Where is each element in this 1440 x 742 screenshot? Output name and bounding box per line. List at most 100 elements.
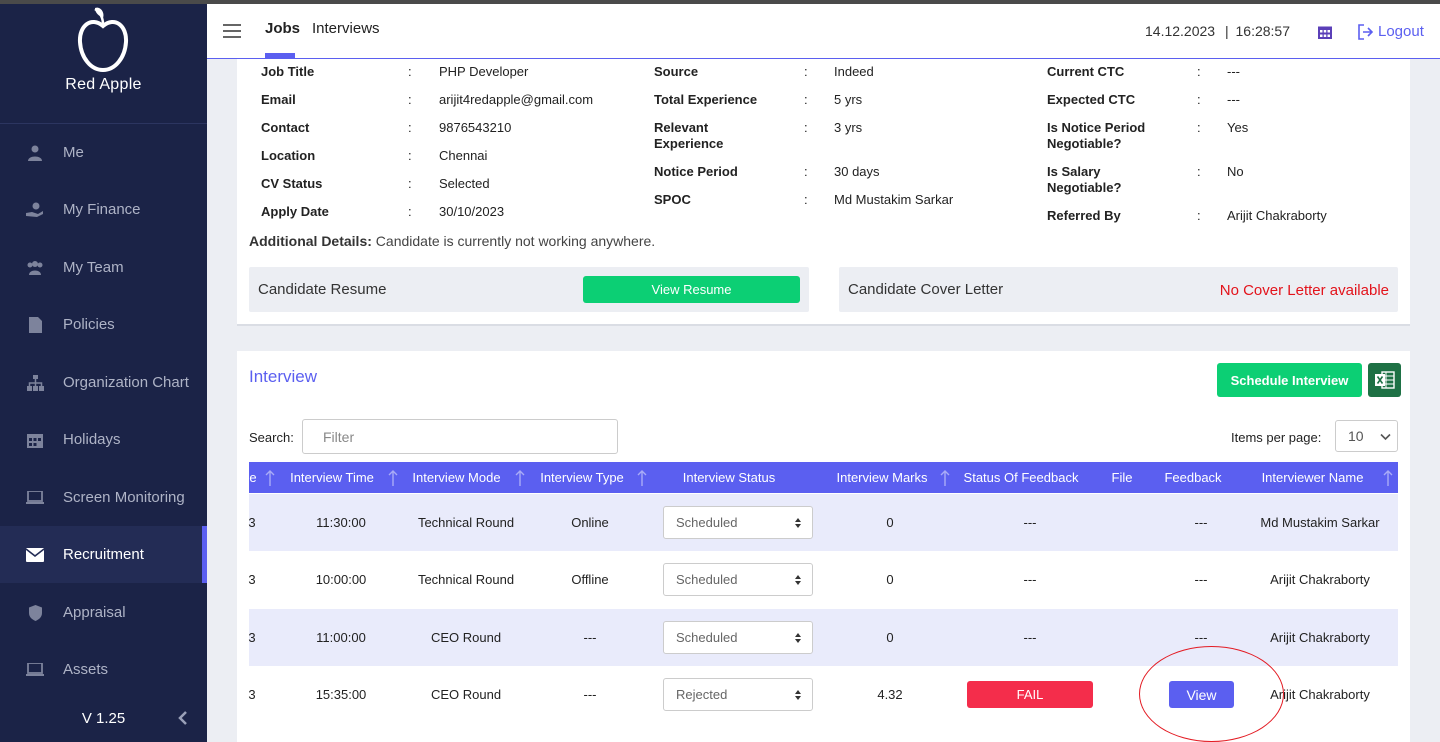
sidebar-item-assets[interactable]: Assets xyxy=(0,641,207,698)
items-per-page-value: 10 xyxy=(1348,428,1364,444)
interview-status-value: Scheduled xyxy=(676,572,738,587)
sort-icon[interactable] xyxy=(515,469,525,487)
column-header-interview-status[interactable]: Interview Status xyxy=(682,470,776,485)
sidebar: Red Apple Me My Finance My Team Policies… xyxy=(0,4,207,742)
sidebar-item-recruitment[interactable]: Recruitment xyxy=(0,526,207,583)
sort-icon[interactable] xyxy=(388,469,398,487)
sidebar-item-me[interactable]: Me xyxy=(0,124,207,181)
sidebar-item-label: My Team xyxy=(63,259,124,276)
resume-label: Candidate Resume xyxy=(258,281,387,298)
sidebar-item-my-finance[interactable]: My Finance xyxy=(0,181,207,238)
search-input[interactable] xyxy=(302,419,618,454)
column-header-interview-mode[interactable]: Interview Mode xyxy=(412,470,501,485)
schedule-interview-button[interactable]: Schedule Interview xyxy=(1217,363,1362,397)
logout-label: Logout xyxy=(1378,23,1424,40)
cv-status-value: Selected xyxy=(439,176,490,191)
sort-icon[interactable] xyxy=(940,469,950,487)
cell-interview-mode: CEO Round xyxy=(430,687,502,702)
sidebar-item-policies[interactable]: Policies xyxy=(0,296,207,353)
cell-feedback: --- xyxy=(1194,630,1208,645)
field-colon: : xyxy=(804,120,808,135)
field-colon: : xyxy=(408,204,412,219)
view-feedback-button[interactable]: View xyxy=(1169,681,1234,708)
logout-button[interactable]: Logout xyxy=(1358,23,1424,40)
excel-export-button[interactable] xyxy=(1368,363,1401,397)
interview-card: Interview Schedule Interview Search: Ite… xyxy=(237,351,1410,742)
menu-icon[interactable] xyxy=(223,24,241,38)
sidebar-item-organization-chart[interactable]: Organization Chart xyxy=(0,354,207,411)
current-ctc-label: Current CTC xyxy=(1047,64,1125,79)
chevron-left-icon[interactable] xyxy=(175,710,191,726)
notice-negotiable-label: Is Notice Period Negotiable? xyxy=(1047,120,1146,151)
column-header-feedback: Feedback xyxy=(1164,470,1222,485)
active-tab-indicator xyxy=(265,53,295,58)
column-header-interview-type[interactable]: Interview Type xyxy=(540,470,624,485)
cell-date: 3 xyxy=(248,687,256,702)
top-header: Jobs Interviews 14.12.2023 | 16:28:57 Lo… xyxy=(207,4,1440,59)
sidebar-item-my-team[interactable]: My Team xyxy=(0,239,207,296)
relevant-experience-label: Relevant Experience xyxy=(654,120,724,151)
sort-arrows-icon xyxy=(795,575,801,585)
column-header-interview-marks[interactable]: Interview Marks xyxy=(836,470,928,485)
field-colon: : xyxy=(408,92,412,107)
column-header-interviewer-name[interactable]: Interviewer Name xyxy=(1261,470,1364,485)
current-time: 16:28:57 xyxy=(1235,23,1291,39)
sort-icon[interactable] xyxy=(265,469,275,487)
source-value: Indeed xyxy=(834,64,874,79)
sort-icon[interactable] xyxy=(1383,469,1393,487)
notice-period-label: Notice Period xyxy=(654,164,738,179)
sidebar-item-label: Me xyxy=(63,144,84,161)
interview-status-select[interactable]: Scheduled xyxy=(663,506,813,539)
field-colon: : xyxy=(804,64,808,79)
org-chart-icon xyxy=(26,374,44,392)
cell-interviewer-name: Md Mustakim Sarkar xyxy=(1260,515,1380,530)
cell-interviewer-name: Arijit Chakraborty xyxy=(1270,687,1370,702)
candidate-details-card: Job Title : PHP Developer Email : arijit… xyxy=(237,59,1410,326)
sort-icon[interactable] xyxy=(637,469,647,487)
source-label: Source xyxy=(654,64,699,79)
email-value: arijit4redapple@gmail.com xyxy=(439,92,594,107)
expected-ctc-value: --- xyxy=(1227,92,1240,107)
sidebar-item-screen-monitoring[interactable]: Screen Monitoring xyxy=(0,469,207,526)
expected-ctc-label: Expected CTC xyxy=(1047,92,1136,107)
interview-status-select[interactable]: Scheduled xyxy=(663,621,813,654)
sidebar-item-holidays[interactable]: Holidays xyxy=(0,411,207,468)
contact-value: 9876543210 xyxy=(439,120,512,135)
sidebar-item-appraisal[interactable]: Appraisal xyxy=(0,584,207,641)
field-colon: : xyxy=(804,192,808,207)
items-per-page-select[interactable]: 10 xyxy=(1335,420,1398,452)
table-row: 3 15:35:00 CEO Round --- Rejected 4.32 F… xyxy=(248,666,1398,723)
job-title-label: Job Title xyxy=(261,64,315,79)
datetime-display: 14.12.2023 | 16:28:57 xyxy=(1145,23,1290,39)
sort-arrows-icon xyxy=(795,690,801,700)
table-row: 3 10:00:00 Technical Round Offline Sched… xyxy=(248,551,1398,608)
field-colon: : xyxy=(408,120,412,135)
search-label: Search: xyxy=(249,430,294,445)
apple-logo-icon xyxy=(77,7,129,73)
referred-by-label: Referred By xyxy=(1047,208,1121,223)
cell-interview-mode: Technical Round xyxy=(417,515,515,530)
interview-status-value: Scheduled xyxy=(676,515,738,530)
view-resume-button[interactable]: View Resume xyxy=(583,276,800,303)
column-header-interview-time[interactable]: Interview Time xyxy=(290,470,374,485)
tab-interviews[interactable]: Interviews xyxy=(312,20,380,37)
shield-icon xyxy=(26,604,44,622)
calendar-icon[interactable] xyxy=(1318,25,1332,39)
sort-arrows-icon xyxy=(795,518,801,528)
field-colon: : xyxy=(1197,164,1201,179)
interview-status-select[interactable]: Scheduled xyxy=(663,563,813,596)
salary-negotiable-label: Is Salary Negotiable? xyxy=(1047,164,1122,195)
salary-negotiable-value: No xyxy=(1227,164,1244,179)
brand-logo[interactable]: Red Apple xyxy=(0,4,207,123)
cell-interview-marks: 0 xyxy=(886,572,894,587)
cv-status-label: CV Status xyxy=(261,176,323,191)
interview-status-select[interactable]: Rejected xyxy=(663,678,813,711)
tab-jobs[interactable]: Jobs xyxy=(265,20,301,37)
interview-status-value: Rejected xyxy=(676,687,728,702)
field-colon: : xyxy=(1197,64,1201,79)
cell-interview-time: 15:35:00 xyxy=(315,687,367,702)
column-header-status-of-feedback[interactable]: Status Of Feedback xyxy=(963,470,1079,485)
column-header-date[interactable]: e xyxy=(249,470,257,485)
sidebar-item-label: Organization Chart xyxy=(63,374,189,391)
additional-details: Additional Details: Candidate is current… xyxy=(249,233,655,249)
